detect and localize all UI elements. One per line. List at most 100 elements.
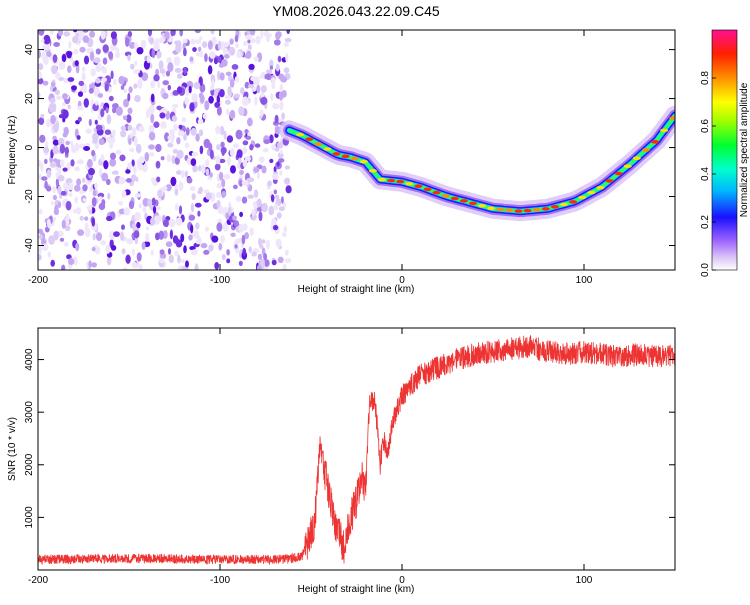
- noise-blob: [210, 74, 215, 82]
- noise-blob: [170, 176, 177, 187]
- noise-blob: [162, 185, 168, 191]
- noise-blob: [193, 81, 201, 90]
- noise-blob: [183, 67, 188, 75]
- noise-blob: [115, 47, 120, 55]
- noise-blob: [241, 179, 249, 186]
- noise-blob: [153, 215, 160, 225]
- noise-blob: [244, 81, 250, 89]
- noise-blob: [54, 89, 60, 95]
- noise-blob: [191, 193, 196, 201]
- noise-blob: [236, 149, 243, 159]
- noise-blob: [55, 72, 61, 80]
- noise-blob: [38, 63, 44, 71]
- noise-blob: [103, 105, 107, 111]
- ridge-peak: [341, 154, 350, 159]
- noise-blob: [127, 162, 133, 171]
- noise-blob: [91, 149, 96, 157]
- noise-blob: [203, 189, 210, 194]
- noise-blob: [50, 259, 55, 267]
- noise-blob: [207, 40, 213, 50]
- noise-blob: [78, 80, 85, 86]
- noise-blob: [153, 74, 160, 82]
- noise-blob: [82, 198, 87, 202]
- noise-blob: [109, 140, 114, 149]
- noise-blob: [90, 68, 96, 77]
- noise-blob: [159, 68, 166, 74]
- noise-blob: [38, 208, 43, 215]
- noise-blob: [61, 53, 67, 63]
- noise-blob: [151, 48, 156, 59]
- noise-blob: [273, 39, 281, 46]
- noise-blob: [89, 186, 93, 192]
- spectrogram-frame: [37, 29, 676, 271]
- noise-blob: [223, 173, 231, 180]
- noise-blob: [188, 234, 193, 241]
- colorbar-label: Normalized spectral amplitude: [739, 82, 750, 217]
- noise-blob: [105, 244, 111, 254]
- noise-blob: [43, 34, 51, 45]
- noise-blob: [258, 156, 265, 163]
- noise-blob: [48, 102, 56, 113]
- noise-blob: [191, 249, 198, 256]
- noise-blob: [125, 169, 131, 174]
- noise-blob: [134, 95, 141, 103]
- noise-blob: [79, 46, 86, 53]
- noise-blob: [127, 31, 133, 37]
- noise-blob: [79, 190, 84, 195]
- noise-blob: [79, 215, 84, 221]
- noise-blob: [191, 151, 199, 157]
- noise-blob: [94, 142, 100, 150]
- noise-blob: [261, 239, 266, 244]
- noise-blob: [83, 98, 90, 108]
- noise-blob: [190, 224, 194, 234]
- y-tick-label: 1000: [24, 506, 35, 529]
- noise-blob: [254, 96, 258, 106]
- noise-blob: [100, 240, 106, 246]
- noise-blob: [159, 112, 166, 119]
- noise-blob: [259, 244, 264, 250]
- noise-blob: [102, 44, 109, 53]
- noise-blob: [157, 81, 161, 89]
- noise-blob: [255, 35, 261, 45]
- noise-blob: [133, 230, 140, 239]
- noise-blob: [271, 77, 276, 83]
- colorbar-tick-label: 0.4: [700, 167, 711, 181]
- noise-blob: [155, 68, 160, 76]
- noise-blob: [68, 41, 72, 49]
- noise-blob: [217, 40, 222, 51]
- noise-blob: [239, 169, 244, 176]
- noise-blob: [100, 30, 106, 40]
- noise-blob: [263, 259, 270, 267]
- noise-blob: [175, 239, 183, 248]
- noise-blob: [59, 237, 65, 242]
- ridge-peak: [359, 159, 368, 164]
- noise-blob: [209, 51, 216, 59]
- noise-blob: [275, 31, 281, 40]
- noise-blob: [101, 172, 109, 182]
- noise-blob: [38, 228, 44, 234]
- noise-blob: [249, 30, 256, 36]
- noise-blob: [200, 242, 208, 249]
- ridge-peak: [350, 156, 359, 161]
- noise-blob: [216, 200, 221, 208]
- noise-blob: [273, 189, 278, 195]
- noise-blob: [234, 76, 240, 83]
- noise-blob: [247, 194, 254, 199]
- noise-blob: [72, 36, 79, 44]
- spectrogram-y-axis-label: Frequency (Hz): [7, 116, 18, 185]
- noise-blob: [113, 231, 120, 238]
- noise-blob: [253, 56, 259, 62]
- noise-blob: [125, 254, 131, 264]
- noise-blob: [73, 30, 78, 33]
- noise-blob: [104, 83, 109, 92]
- noise-blob: [270, 194, 275, 202]
- noise-blob: [274, 126, 281, 135]
- noise-blob: [133, 69, 141, 74]
- noise-blob: [54, 204, 59, 215]
- noise-blob: [50, 81, 56, 88]
- noise-blob: [205, 192, 212, 200]
- noise-blob: [277, 141, 284, 149]
- noise-blob: [134, 136, 138, 147]
- x-tick-label: -200: [28, 575, 48, 586]
- noise-blob: [232, 215, 237, 221]
